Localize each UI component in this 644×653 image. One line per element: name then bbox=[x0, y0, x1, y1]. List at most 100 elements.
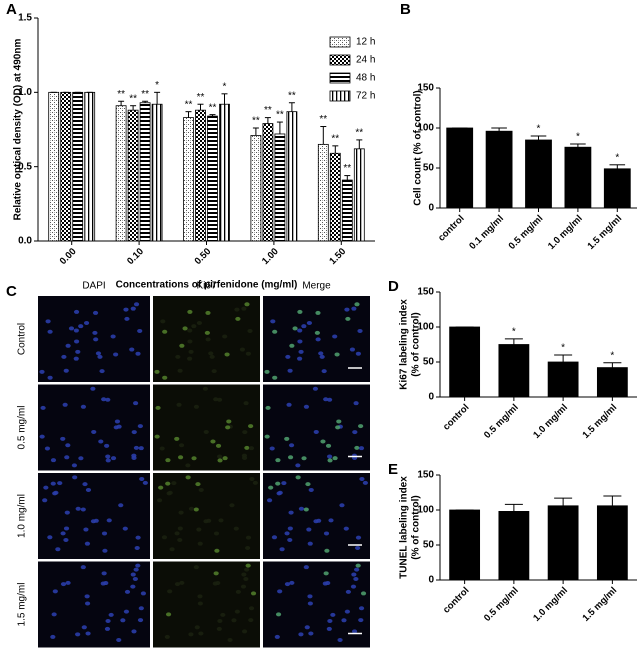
cell bbox=[244, 302, 250, 307]
cell bbox=[159, 446, 165, 451]
cell bbox=[245, 563, 251, 568]
row-label: 1.0 mg/ml bbox=[17, 494, 28, 538]
cell bbox=[188, 506, 195, 511]
cell bbox=[165, 481, 171, 486]
cell bbox=[275, 458, 281, 463]
cell bbox=[43, 485, 49, 490]
significance: ** bbox=[252, 116, 260, 127]
cell bbox=[213, 397, 219, 402]
micrograph bbox=[38, 561, 150, 648]
cell bbox=[313, 429, 319, 434]
cell bbox=[188, 349, 194, 354]
bar bbox=[274, 133, 286, 242]
cell bbox=[39, 434, 45, 439]
cell bbox=[75, 506, 81, 511]
significance: * bbox=[537, 124, 541, 135]
significance: * bbox=[561, 343, 565, 354]
cell bbox=[198, 631, 204, 636]
cell bbox=[224, 352, 230, 357]
bar bbox=[596, 367, 628, 398]
cell bbox=[101, 571, 107, 576]
cell bbox=[284, 582, 291, 587]
cell bbox=[252, 480, 258, 485]
cell bbox=[135, 563, 141, 568]
cell bbox=[245, 545, 251, 550]
cell bbox=[118, 503, 124, 508]
cell bbox=[355, 545, 361, 550]
x-tick-label: 1.5 mg/ml bbox=[581, 585, 620, 624]
legend-swatch bbox=[329, 54, 351, 66]
cell bbox=[328, 518, 334, 523]
cell bbox=[272, 329, 278, 334]
cell bbox=[351, 629, 358, 634]
bar bbox=[485, 130, 513, 209]
cell bbox=[285, 354, 291, 359]
cell bbox=[187, 356, 193, 361]
micrograph bbox=[153, 473, 260, 559]
cell bbox=[65, 443, 71, 448]
cell bbox=[362, 480, 368, 485]
cell bbox=[327, 458, 333, 463]
cell bbox=[217, 397, 223, 402]
cell bbox=[47, 535, 53, 540]
cell bbox=[330, 612, 336, 617]
bar bbox=[317, 143, 329, 242]
cell bbox=[191, 456, 197, 461]
cell bbox=[337, 638, 343, 643]
cell bbox=[286, 402, 292, 407]
y-tick-label: 50 bbox=[423, 357, 435, 368]
bar bbox=[195, 109, 206, 242]
cell bbox=[339, 503, 345, 508]
cell bbox=[287, 537, 293, 542]
cell bbox=[335, 425, 341, 430]
cell bbox=[327, 454, 333, 459]
cell bbox=[63, 368, 69, 373]
micrograph bbox=[38, 296, 150, 382]
cell bbox=[84, 594, 90, 599]
cell bbox=[140, 591, 147, 596]
cell bbox=[225, 425, 231, 430]
cell bbox=[134, 545, 140, 550]
cell bbox=[63, 537, 69, 542]
cell bbox=[351, 572, 357, 577]
significance: ** bbox=[319, 114, 327, 125]
cell bbox=[231, 618, 237, 623]
cell bbox=[305, 482, 311, 487]
cell bbox=[122, 526, 128, 531]
x-tick-label: 0.5 mg/ml bbox=[482, 585, 521, 624]
cell bbox=[297, 309, 303, 314]
cell bbox=[247, 328, 253, 333]
cell bbox=[215, 443, 222, 448]
cell bbox=[303, 507, 309, 512]
micrograph bbox=[153, 561, 260, 648]
cell bbox=[292, 326, 298, 331]
cell bbox=[217, 618, 223, 623]
cell bbox=[165, 612, 172, 617]
x-tick-label: 1.5 mg/ml bbox=[585, 213, 624, 252]
y-tick-label: 50 bbox=[423, 163, 435, 174]
cell bbox=[308, 487, 314, 492]
bar bbox=[449, 326, 481, 398]
cell bbox=[93, 337, 99, 342]
cell bbox=[68, 326, 75, 331]
cell bbox=[72, 475, 78, 480]
micrograph bbox=[263, 561, 370, 648]
cell bbox=[110, 334, 116, 339]
significance: * bbox=[223, 81, 227, 92]
cell bbox=[83, 321, 90, 326]
significance: ** bbox=[185, 99, 193, 110]
cell bbox=[139, 476, 145, 481]
cell bbox=[73, 356, 79, 361]
cell bbox=[191, 324, 197, 329]
cell bbox=[158, 485, 164, 490]
cell bbox=[265, 405, 271, 410]
bar bbox=[207, 115, 218, 242]
cell bbox=[52, 491, 58, 496]
significance: * bbox=[615, 152, 619, 163]
y-tick-label: 100 bbox=[417, 322, 434, 333]
cell bbox=[274, 634, 280, 639]
significance: * bbox=[610, 350, 614, 361]
cell bbox=[62, 402, 68, 407]
cell bbox=[47, 329, 53, 334]
cell bbox=[320, 439, 326, 444]
